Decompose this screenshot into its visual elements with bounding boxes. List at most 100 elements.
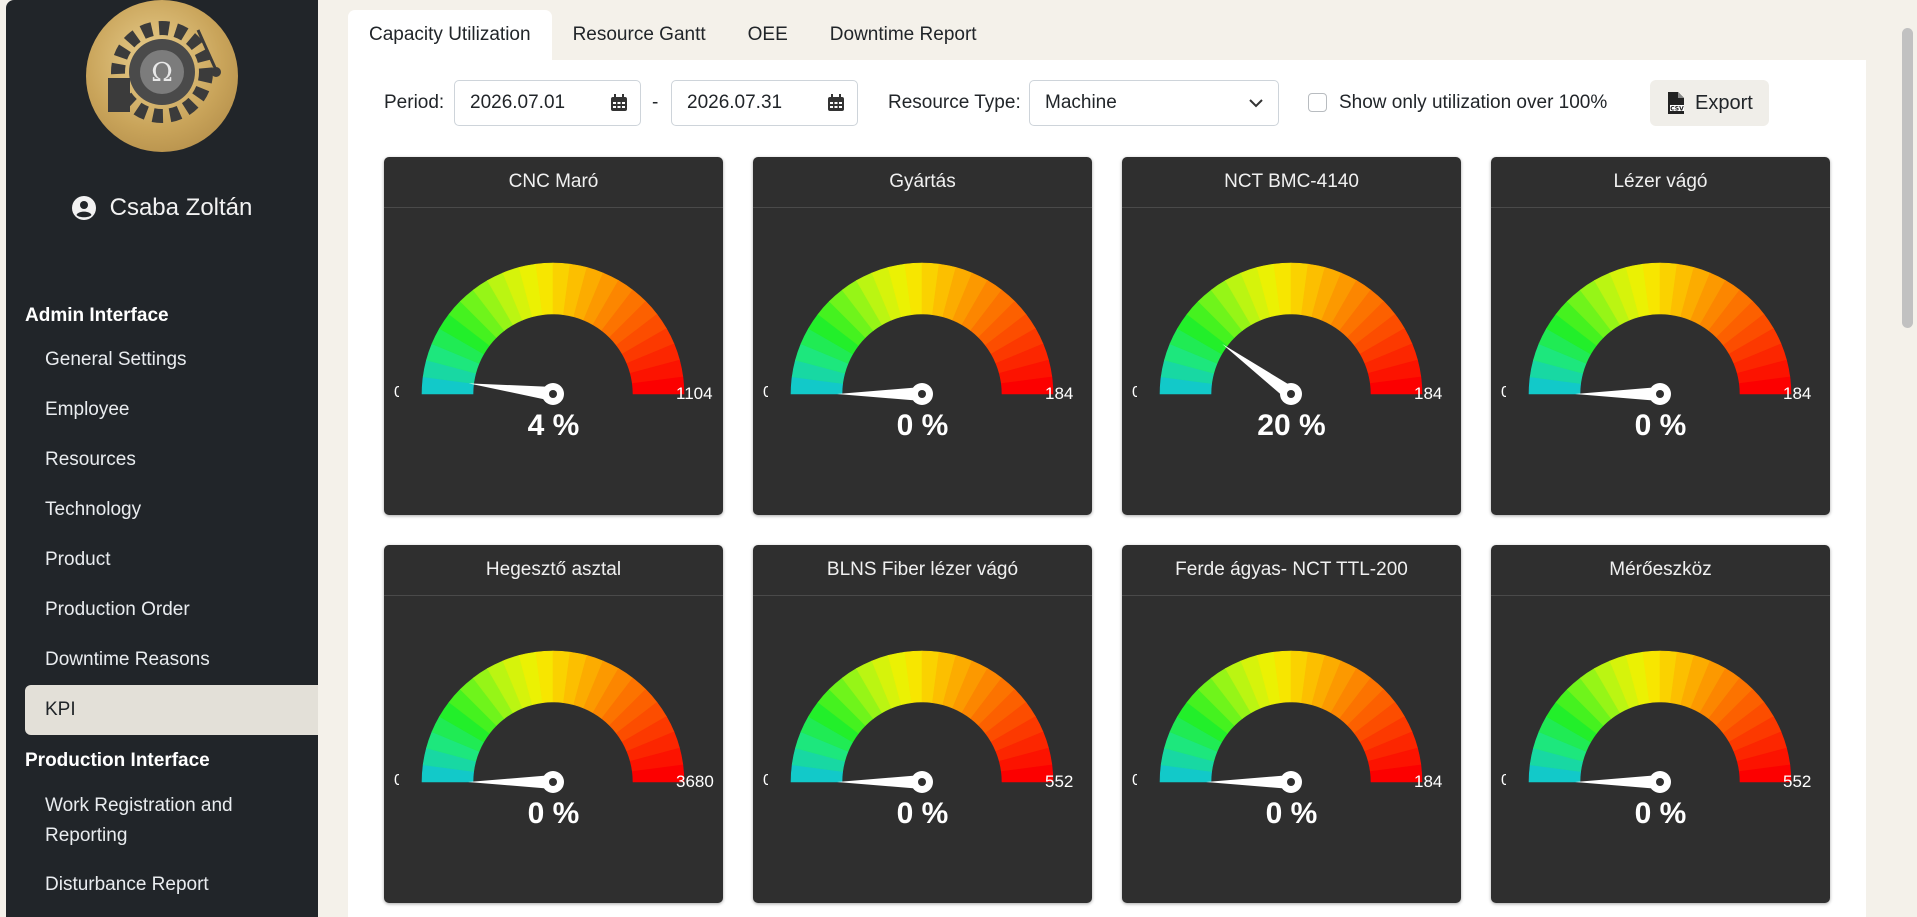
gauge-dial	[1159, 650, 1423, 793]
gauge-min-label: 0	[763, 384, 768, 401]
gauge-min-label: 0	[394, 772, 399, 789]
gauge-dial	[1528, 262, 1792, 405]
gauge-title: Gyártás	[753, 157, 1092, 208]
gauge-min-label: 0	[1501, 772, 1506, 789]
gauge-max-label: 184	[1414, 384, 1443, 403]
gauge-percent: 0 %	[1634, 409, 1687, 442]
gauge-segment	[1738, 764, 1792, 783]
gauge-card: Mérőeszköz 0 552 0 %	[1491, 545, 1830, 903]
gauge-card: NCT BMC-4140 0 184 20 %	[1122, 157, 1461, 515]
gauge-percent: 4 %	[527, 409, 580, 442]
tab-resource-gantt[interactable]: Resource Gantt	[572, 24, 706, 45]
gauge-min-label: 0	[394, 384, 399, 401]
gauge-percent: 0 %	[896, 409, 949, 442]
tab-oee[interactable]: OEE	[747, 24, 788, 45]
gauge-dial	[1528, 650, 1792, 793]
gauge-card: Gyártás 0 184 0 %	[753, 157, 1092, 515]
gauge-segment	[1000, 376, 1054, 395]
gauge-percent: 20 %	[1257, 409, 1326, 442]
gauge-hub-center	[1287, 390, 1295, 398]
csv-file-icon: CSV	[1668, 92, 1684, 114]
gauge-segment	[1000, 764, 1054, 783]
gauge-title: Hegesztő asztal	[384, 545, 723, 596]
tab-panel: Period: 2026.07.01 - 2026.07.31 Resource…	[348, 60, 1866, 917]
period-label: Period:	[384, 92, 445, 113]
tab-bar: Capacity Utilization Resource Gantt OEE …	[348, 10, 998, 60]
gauge-max-label: 184	[1783, 384, 1812, 403]
user-name: Csaba Zoltán	[109, 194, 253, 221]
gauge-max-label: 1104	[676, 384, 713, 403]
chevron-down-icon	[1249, 99, 1263, 108]
gauge-percent: 0 %	[1634, 797, 1687, 830]
gauge-hub-center	[1656, 390, 1664, 398]
gauge-dial	[1159, 262, 1423, 405]
gauge-dial	[790, 262, 1054, 405]
export-button[interactable]: CSV Export	[1650, 80, 1769, 126]
date-from-input[interactable]: 2026.07.01	[454, 80, 641, 126]
user-profile[interactable]: Csaba Zoltán	[6, 194, 318, 222]
gauge-hub-center	[1656, 778, 1664, 786]
gauge-title: NCT BMC-4140	[1122, 157, 1461, 208]
gauge-card: Hegesztő asztal 0 3680 0 %	[384, 545, 723, 903]
gauge-percent: 0 %	[1265, 797, 1318, 830]
gauge-hub-center	[1287, 778, 1295, 786]
export-label: Export	[1695, 91, 1753, 114]
gauge-percent: 0 %	[527, 797, 580, 830]
gauge-card: BLNS Fiber lézer vágó 0 552 0 %	[753, 545, 1092, 903]
sidebar-item-production-order[interactable]: Production Order	[45, 599, 190, 620]
gauge-dial	[421, 650, 685, 793]
gauge-needle	[837, 775, 922, 789]
resource-type-select[interactable]: Machine	[1029, 80, 1279, 126]
scrollbar-thumb[interactable]	[1902, 28, 1913, 328]
company-logo[interactable]: Ω	[86, 0, 238, 152]
resource-type-label: Resource Type:	[888, 92, 1021, 113]
date-separator: -	[652, 92, 659, 113]
gauge-card: Ferde ágyas- NCT TTL-200 0 184 0 %	[1122, 545, 1461, 903]
sidebar-item-downtime-reasons[interactable]: Downtime Reasons	[45, 649, 210, 670]
gauge-hub-center	[549, 390, 557, 398]
date-to-input[interactable]: 2026.07.31	[671, 80, 858, 126]
gauge-min-label: 0	[763, 772, 768, 789]
over-100-label[interactable]: Show only utilization over 100%	[1339, 92, 1608, 113]
filter-bar: Period: 2026.07.01 - 2026.07.31 Resource…	[348, 80, 1866, 126]
gauge-segment	[1369, 376, 1423, 395]
sidebar-item-general-settings[interactable]: General Settings	[45, 349, 187, 370]
tab-capacity-utilization[interactable]: Capacity Utilization	[348, 10, 552, 60]
resource-type-value: Machine	[1045, 92, 1117, 113]
sidebar-item-resources[interactable]: Resources	[45, 449, 136, 470]
gauge-dial	[421, 262, 685, 405]
gauge-needle	[468, 383, 554, 401]
gauge-title: Ferde ágyas- NCT TTL-200	[1122, 545, 1461, 596]
sidebar-item-disturbance-report[interactable]: Disturbance Report	[45, 874, 209, 895]
sidebar-item-work-registration[interactable]: Work Registration and Reporting	[45, 795, 233, 846]
sidebar-item-product[interactable]: Product	[45, 549, 111, 570]
date-to-value: 2026.07.31	[687, 92, 783, 113]
gauge-max-label: 3680	[676, 772, 714, 791]
gauge-needle	[1206, 775, 1291, 789]
gauge-card: CNC Maró 0 1104 4 %	[384, 157, 723, 515]
gauge-max-label: 552	[1783, 772, 1812, 791]
sidebar-item-technology[interactable]: Technology	[45, 499, 142, 520]
gauge-title: Mérőeszköz	[1491, 545, 1830, 596]
main-content: Capacity Utilization Resource Gantt OEE …	[318, 0, 1900, 917]
gauge-needle	[837, 387, 922, 401]
calendar-icon[interactable]	[610, 94, 628, 112]
gauge-title: Lézer vágó	[1491, 157, 1830, 208]
gauge-segment	[1369, 764, 1423, 783]
calendar-icon[interactable]	[827, 94, 845, 112]
gauge-segment	[631, 764, 685, 783]
production-interface-title: Production Interface	[25, 750, 210, 771]
user-circle-icon	[71, 196, 96, 220]
gauge-max-label: 184	[1414, 772, 1443, 791]
sidebar: Ω Csaba Zoltán Admin Interface General S…	[6, 0, 318, 917]
gauge-hub-center	[918, 778, 926, 786]
gauge-min-label: 0	[1501, 384, 1506, 401]
gauge-hub-center	[918, 390, 926, 398]
sidebar-item-kpi[interactable]: KPI	[25, 685, 318, 735]
admin-interface-title: Admin Interface	[25, 305, 169, 326]
sidebar-item-employee[interactable]: Employee	[45, 399, 130, 420]
gauge-segment	[1738, 376, 1792, 395]
over-100-checkbox[interactable]	[1308, 93, 1327, 112]
tab-downtime-report[interactable]: Downtime Report	[829, 24, 977, 45]
gauge-percent: 0 %	[896, 797, 949, 830]
